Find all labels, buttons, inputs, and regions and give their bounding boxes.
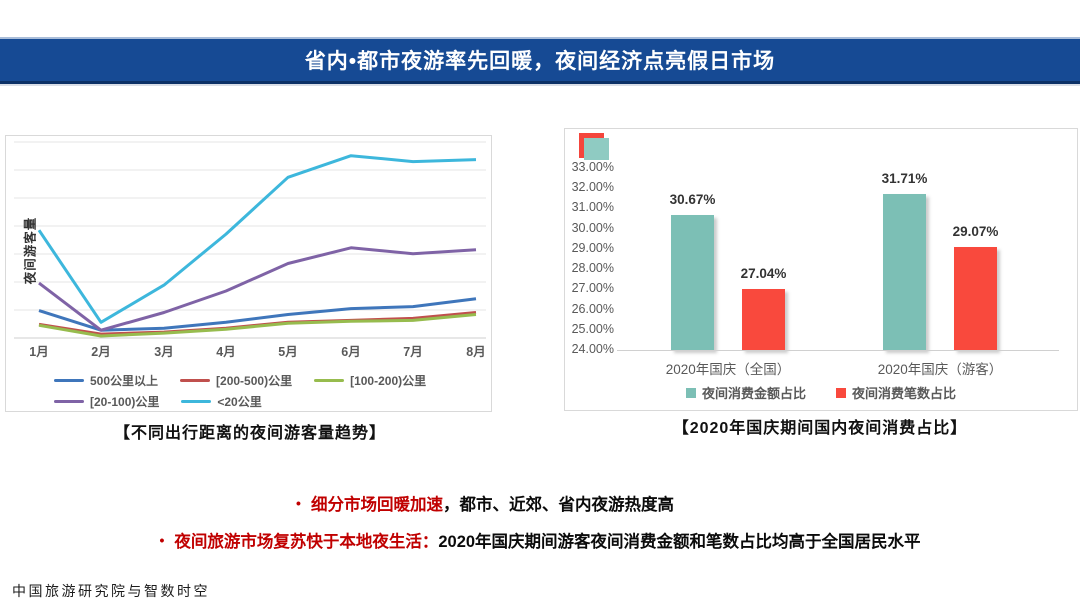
legend-label: <20公里	[217, 395, 262, 409]
legend-label: 夜间消费金额占比	[701, 386, 806, 401]
legend-square-swatch	[836, 387, 846, 398]
line-series-<20公里	[37, 154, 477, 324]
key-point-1-text: ，都市、近郊、省内夜游热度高	[442, 496, 674, 514]
legend-label: [200-500)公里	[216, 374, 293, 388]
x-axis-tick: 7月	[403, 345, 422, 359]
legend-line-swatch	[54, 399, 84, 404]
legend-item: [100-200)公里	[314, 372, 426, 389]
bar-value-label: 30.67%	[669, 192, 716, 208]
key-point-2-text: 2020年国庆期间游客夜间消费金额和笔数占比均高于全国居民水平	[438, 533, 921, 552]
key-point-2-emphasis: 夜间旅游市场复苏快于本地夜生活：	[174, 533, 439, 552]
bar-夜间消费笔数占比-2020年国庆（游客）	[954, 247, 997, 350]
x-axis-tick: 5月	[278, 345, 297, 359]
y-axis-tick: 30.00%	[571, 220, 614, 235]
line-series-[20-100)公里	[38, 246, 477, 332]
legend-item: <20公里	[181, 393, 262, 410]
y-axis-tick: 29.00%	[571, 240, 614, 255]
line-chart-y-axis-label: 夜间游客量	[23, 216, 38, 285]
bar-value-label: 29.07%	[952, 224, 999, 240]
legend-label: 夜间消费笔数占比	[852, 386, 957, 401]
legend-line-swatch	[314, 378, 345, 383]
y-axis-tick: 24.00%	[571, 341, 614, 356]
x-axis-tick: 2月	[91, 345, 110, 359]
x-axis-tick: 3月	[154, 345, 173, 359]
legend-item: 夜间消费金额占比	[685, 383, 806, 402]
line-series-500公里以上	[38, 297, 477, 332]
line-chart-svg: 1月 2月 3月 4月 5月 6月 7月 8月	[14, 141, 486, 359]
x-axis-tick: 6月	[341, 345, 360, 359]
bar-value-label: 31.71%	[881, 171, 928, 187]
bar-category-label: 2020年国庆（游客）	[877, 362, 1003, 377]
legend-item: 夜间消费笔数占比	[836, 383, 956, 402]
legend-line-swatch	[54, 378, 84, 383]
y-axis-tick: 28.00%	[571, 261, 614, 276]
key-point-2: • 夜间旅游市场复苏快于本地夜生活：2020年国庆期间游客夜间消费金额和笔数占比均…	[0, 531, 1080, 553]
bar-value-label: 27.04%	[740, 265, 787, 281]
legend-label: 500公里以上	[90, 374, 159, 388]
slide-title-banner: 省内•都市夜游率先回暖，夜间经济点亮假日市场	[0, 37, 1080, 84]
key-points: • 细分市场回暖加速，都市、近郊、省内夜游热度高 • 夜间旅游市场复苏快于本地夜生活…	[0, 494, 1080, 554]
y-axis-tick: 27.00%	[571, 281, 614, 296]
legend-item: [200-500)公里	[180, 372, 292, 389]
y-axis-tick: 26.00%	[571, 301, 614, 316]
legend-item: [20-100)公里	[54, 393, 159, 410]
legend-square-swatch	[685, 387, 696, 398]
x-axis-tick: 8月	[466, 345, 485, 359]
bar-夜间消费金额占比-2020年国庆（游客）	[883, 194, 926, 350]
bar-夜间消费笔数占比-2020年国庆（全国）	[742, 288, 785, 350]
legend-label: [20-100)公里	[90, 395, 160, 409]
y-axis-tick: 32.00%	[571, 180, 614, 195]
key-point-1-emphasis: 细分市场回暖加速	[310, 496, 443, 514]
line-series-[100-200)公里	[38, 313, 477, 338]
page-title: 省内•都市夜游率先回暖，夜间经济点亮假日市场	[304, 50, 776, 73]
x-axis-tick: 4月	[216, 345, 235, 359]
y-axis-tick: 25.00%	[571, 321, 614, 336]
line-chart-caption: 【不同出行距离的夜间游客量趋势】	[113, 425, 386, 442]
bar-category-label: 2020年国庆（全国）	[665, 362, 791, 377]
legend-line-swatch	[181, 399, 212, 404]
bar-chart-baseline	[617, 350, 1059, 351]
bullet-icon: •	[296, 495, 301, 511]
corner-marker-teal-icon	[584, 138, 609, 160]
legend-label: [100-200)公里	[350, 374, 427, 388]
bar-夜间消费金额占比-2020年国庆（全国）	[671, 215, 714, 350]
x-axis-tick: 1月	[29, 345, 48, 359]
line-chart-panel: 1月 2月 3月 4月 5月 6月 7月 8月 夜间游客量 500公里以上 [200-500)公…	[5, 135, 492, 412]
key-point-1: • 细分市场回暖加速，都市、近郊、省内夜游热度高	[0, 494, 1080, 516]
line-chart-legend: 500公里以上 [200-500)公里 [100-200)公里 [20-100)公里 <…	[54, 372, 469, 410]
legend-line-swatch	[180, 378, 211, 383]
bar-chart-legend: 夜间消费金额占比 夜间消费笔数占比	[565, 383, 1077, 402]
bullet-icon: •	[159, 532, 165, 549]
bar-chart-panel: 33.00% 32.00% 31.00% 30.00% 29.00% 28.00% 27.0…	[564, 128, 1078, 411]
y-axis-tick: 31.00%	[571, 200, 614, 215]
legend-item: 500公里以上	[54, 372, 158, 389]
footer-credit: 中国旅游研究院与智数时空	[12, 584, 210, 600]
y-axis-tick: 33.00%	[571, 160, 614, 174]
bar-chart-caption: 【2020年国庆期间国内夜间消费占比】	[672, 420, 968, 437]
